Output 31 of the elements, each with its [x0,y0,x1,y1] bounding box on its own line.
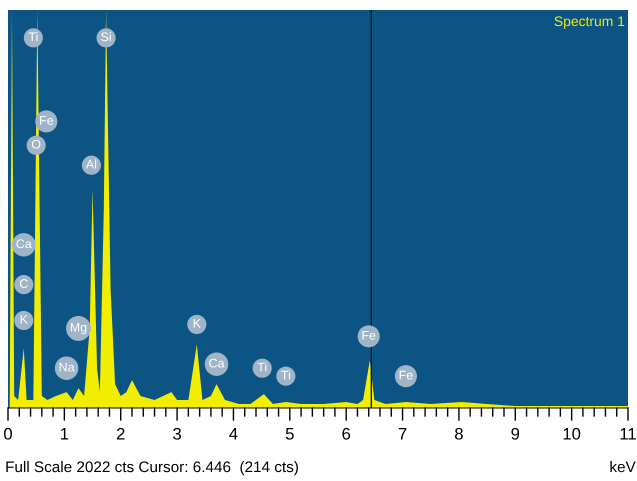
x-tick-label: 5 [286,428,294,440]
annotation: Si [101,32,111,42]
annotation: Fe [400,370,413,380]
x-axis-title: keV [610,460,636,472]
x-tick-label: 11 [620,428,636,440]
annotation: Na [60,362,75,372]
annotation: Ti [28,32,38,42]
annotation: Fe [40,116,54,125]
annotation: Fe [362,330,376,340]
x-tick-label: 10 [564,428,580,440]
x-tick-label: 4 [229,428,238,440]
x-tick-label: 9 [511,428,520,440]
x-tick-label: 1 [61,428,68,440]
annotation: Mg [70,323,86,334]
annotation: Ti [281,370,290,380]
annotation: K [194,319,201,328]
x-tick-label: 0 [4,428,12,440]
x-tick-label: 8 [455,428,463,440]
annotation: Ca [209,358,225,368]
annotation: O [32,140,40,149]
annotation: Ca [16,239,32,248]
annotation: Ti [258,362,266,372]
annotation: Al [86,159,96,168]
text: Full Scale 2022 cts Cursor: 6.446 (214 cts) [6,460,298,476]
annotation: K [20,315,28,324]
x-tick-label: 2 [116,428,125,440]
x-tick-label: 3 [173,428,181,440]
x-tick-label: 6 [342,428,350,440]
text: Spectrum 1 [554,16,624,29]
x-tick-label: 7 [398,428,406,440]
annotation: C [20,279,28,288]
